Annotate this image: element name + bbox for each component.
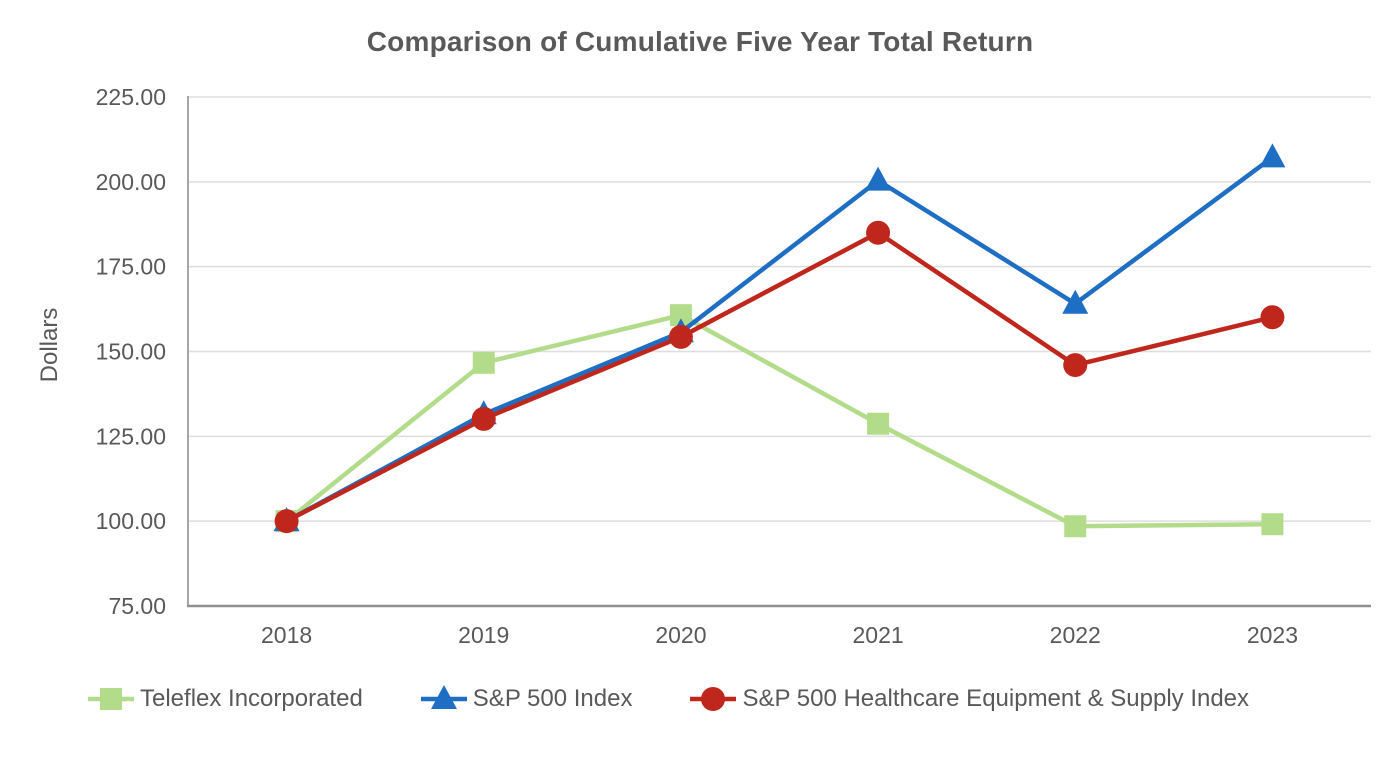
svg-text:2021: 2021 (852, 622, 903, 648)
svg-text:2022: 2022 (1050, 622, 1101, 648)
svg-text:2020: 2020 (655, 622, 706, 648)
legend-item-teleflex: Teleflex Incorporated (88, 684, 363, 714)
legend-label-teleflex: Teleflex Incorporated (140, 685, 363, 712)
gridlines (188, 96, 1371, 522)
sp500-triangle-marker-icon (420, 685, 467, 709)
series-0 (275, 304, 1284, 538)
svg-text:75.00: 75.00 (108, 593, 166, 619)
svg-text:2019: 2019 (458, 622, 509, 648)
svg-text:2023: 2023 (1247, 622, 1298, 648)
y-axis-tick-labels: 225.00 200.00 175.00 150.00 125.00 100.00 75.0… (96, 84, 166, 619)
svg-text:2018: 2018 (261, 622, 312, 648)
legend: Teleflex Incorporated S&P 500 Index S&P … (88, 684, 1249, 714)
svg-text:100.00: 100.00 (96, 508, 166, 534)
healthcare-circle-marker-icon (690, 687, 737, 711)
axes (187, 96, 1371, 608)
legend-item-sp500: S&P 500 Index (420, 684, 633, 714)
svg-text:200.00: 200.00 (96, 169, 166, 195)
teleflex-square-marker-icon (88, 688, 134, 710)
legend-item-healthcare: S&P 500 Healthcare Equipment & Supply In… (690, 684, 1249, 714)
x-axis-tick-labels: 2018 2019 2020 2021 2022 2023 (261, 622, 1298, 648)
chart-title: Comparison of Cumulative Five Year Total… (366, 26, 1034, 57)
legend-label-sp500: S&P 500 Index (472, 685, 633, 712)
svg-text:150.00: 150.00 (96, 339, 166, 365)
legend-label-healthcare: S&P 500 Healthcare Equipment & Supply In… (742, 685, 1250, 712)
svg-text:225.00: 225.00 (96, 84, 166, 110)
svg-text:125.00: 125.00 (96, 423, 166, 449)
series-1 (273, 143, 1286, 532)
series-2 (274, 220, 1285, 534)
svg-text:175.00: 175.00 (96, 254, 166, 280)
